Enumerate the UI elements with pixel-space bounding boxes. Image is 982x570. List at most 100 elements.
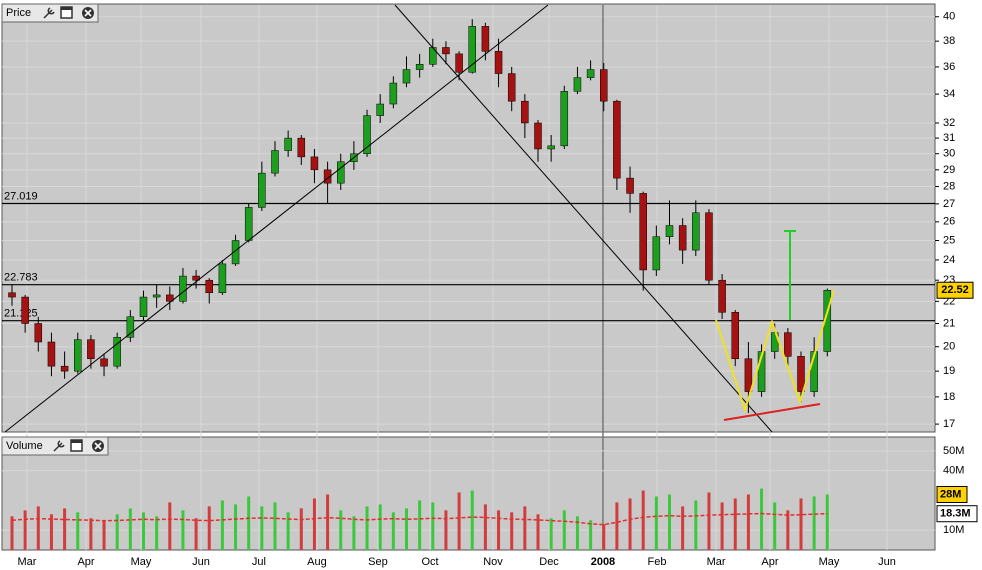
- close-cross: [84, 9, 92, 17]
- panel-title: Volume: [6, 440, 43, 452]
- y-tick-label: 10M: [943, 524, 964, 536]
- volume-bar: [786, 510, 790, 550]
- candle-body: [547, 145, 555, 150]
- volume-bar: [457, 492, 461, 550]
- candle-body: [47, 341, 56, 367]
- x-tick-label: Feb: [648, 556, 667, 568]
- volume-bar: [681, 506, 685, 550]
- candle-body: [231, 240, 240, 265]
- candle-body: [613, 100, 621, 179]
- volume-bar: [733, 498, 737, 550]
- candle-body: [718, 279, 726, 313]
- settings-icon[interactable]: [53, 440, 65, 452]
- candle-body: [60, 365, 69, 372]
- volume-bar: [352, 516, 356, 550]
- volume-bar: [589, 520, 593, 550]
- volume-bar: [654, 496, 658, 550]
- x-tick-label: Dec: [539, 556, 559, 568]
- candle-body: [336, 161, 345, 184]
- settings-icon[interactable]: [43, 7, 55, 19]
- volume-bar: [378, 504, 382, 550]
- x-tick-label: Apr: [761, 556, 778, 568]
- candle-body: [731, 312, 739, 360]
- maximize-bar: [61, 7, 72, 10]
- volume-bar: [825, 494, 829, 550]
- candle-body: [244, 207, 253, 241]
- volume-bar: [483, 504, 487, 550]
- volume-bar: [49, 514, 53, 550]
- volume-bar: [667, 494, 671, 550]
- close-cross: [94, 442, 102, 450]
- volume-bar: [207, 506, 211, 550]
- candle-body: [665, 225, 674, 237]
- candle-body: [494, 51, 503, 74]
- x-tick-label: Aug: [307, 556, 327, 568]
- volume-bar: [234, 504, 238, 550]
- volume-bar: [339, 510, 343, 550]
- volume-header: Volume: [1, 436, 109, 456]
- candle-body: [323, 169, 332, 184]
- volume-bar: [444, 510, 448, 550]
- volume-bar: [260, 506, 264, 550]
- volume-bar: [773, 502, 777, 550]
- volume-bar: [615, 502, 619, 550]
- x-tick-label: Oct: [421, 556, 438, 568]
- y-tick-label: 30: [943, 148, 955, 160]
- x-tick-label: Sep: [368, 556, 388, 568]
- volume-bar: [10, 516, 14, 550]
- y-tick-label: 38: [943, 35, 955, 47]
- y-tick-label: 40: [943, 11, 955, 23]
- level-label: 27.019: [4, 190, 38, 202]
- drawing-tools: Price Volume: [1, 3, 835, 456]
- volume-bar: [694, 500, 698, 550]
- volume-bar: [575, 516, 579, 550]
- volume-bar: [141, 512, 145, 550]
- trendline: [394, 4, 773, 433]
- volume-bar: [746, 494, 750, 550]
- candle-body: [258, 172, 266, 208]
- volume-bar: [365, 506, 369, 550]
- candle-body: [639, 193, 647, 271]
- candle-body: [218, 263, 227, 294]
- volume-bar: [799, 498, 803, 550]
- y-tick-label: 27: [943, 198, 955, 210]
- candle-body: [455, 53, 463, 73]
- volume-bar: [497, 510, 501, 550]
- candle-body: [784, 332, 792, 357]
- price-header: Price: [1, 3, 99, 23]
- candle-body: [534, 122, 542, 150]
- volume-bar: [89, 518, 93, 550]
- candle-body: [757, 351, 766, 392]
- volume-bar: [102, 520, 106, 550]
- candle-body: [87, 339, 95, 360]
- candle-body: [21, 296, 29, 324]
- candle-body: [705, 212, 713, 281]
- last-price-label: 22.52: [941, 284, 969, 296]
- candle-body: [152, 294, 161, 298]
- volume-bar: [391, 512, 395, 550]
- volume-bar: [602, 524, 606, 550]
- candle-body: [100, 358, 108, 367]
- volume-bar: [247, 496, 251, 550]
- x-tick-label: May: [131, 556, 152, 568]
- candle-body: [166, 294, 174, 302]
- panel-title: Price: [6, 7, 31, 19]
- candle-body: [481, 26, 490, 52]
- volume-bar: [562, 510, 566, 550]
- candle-body: [179, 275, 187, 302]
- volume-bar: [128, 508, 132, 550]
- y-tick-label: 50M: [943, 445, 964, 457]
- volume-bar: [312, 498, 316, 550]
- volume-bar: [760, 488, 764, 550]
- x-tick-label: Jul: [252, 556, 266, 568]
- y-tick-label: 25: [943, 234, 955, 246]
- volume-bar: [299, 508, 303, 550]
- support-line: [723, 403, 821, 421]
- volume-bar: [23, 510, 27, 550]
- y-tick-label: 18: [943, 391, 955, 403]
- candle-body: [507, 73, 516, 102]
- candle-body: [113, 337, 121, 367]
- level-label: 22.783: [4, 272, 38, 284]
- candle-body: [810, 351, 818, 392]
